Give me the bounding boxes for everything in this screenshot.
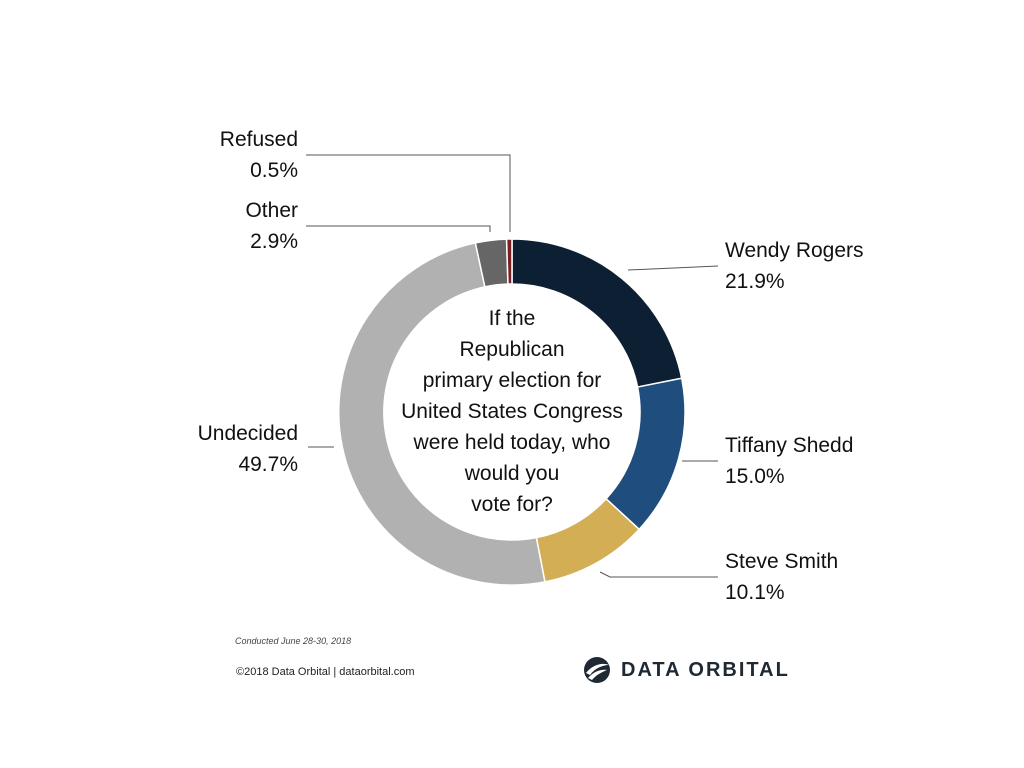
slice-name: Undecided	[197, 422, 298, 445]
label-steve-smith: Steve Smith 10.1%	[725, 546, 838, 608]
slice-refused	[505, 238, 513, 285]
brand-name: DATA ORBITAL	[621, 658, 790, 681]
center-question-line: vote for?	[471, 493, 553, 516]
center-question: If the Republican primary election for U…	[392, 303, 632, 520]
label-refused: Refused 0.5%	[220, 124, 298, 186]
center-question-line: If the	[488, 307, 536, 330]
center-question-line: were held today, who	[413, 431, 611, 454]
slice-value: 15.0%	[725, 465, 785, 488]
slice-name: Tiffany Shedd	[725, 434, 854, 457]
slice-name: Refused	[219, 128, 298, 151]
slice-value: 49.7%	[238, 453, 298, 476]
copyright-text: ©2018 Data Orbital | dataorbital.com	[236, 666, 415, 678]
slice-name: Steve Smith	[725, 550, 839, 573]
slice-name: Wendy Rogers	[725, 239, 864, 262]
slice-value: 21.9%	[725, 270, 785, 293]
label-wendy-rogers: Wendy Rogers 21.9%	[725, 235, 864, 297]
leader-line-other	[306, 225, 491, 232]
orbital-logo-icon	[584, 657, 610, 683]
center-question-line: would you	[464, 462, 560, 485]
slice-value: 2.9%	[250, 230, 298, 253]
center-question-line: primary election for	[422, 369, 602, 392]
leader-line-wendy-rogers	[627, 265, 719, 271]
slice-undecided	[338, 242, 546, 586]
label-other: Other 2.9%	[245, 195, 298, 257]
label-undecided: Undecided 49.7%	[198, 418, 298, 480]
center-question-line: United States Congress	[401, 400, 623, 423]
brand-logo: DATA ORBITAL	[583, 656, 790, 684]
leader-line-refused	[306, 154, 511, 232]
leader-line-steve-smith	[599, 571, 718, 578]
slice-name: Other	[245, 199, 298, 222]
center-question-line: Republican	[459, 338, 565, 361]
survey-date-note: Conducted June 28-30, 2018	[235, 636, 352, 646]
slice-value: 10.1%	[725, 581, 785, 604]
label-tiffany-shedd: Tiffany Shedd 15.0%	[725, 430, 853, 492]
slice-value: 0.5%	[250, 159, 298, 182]
